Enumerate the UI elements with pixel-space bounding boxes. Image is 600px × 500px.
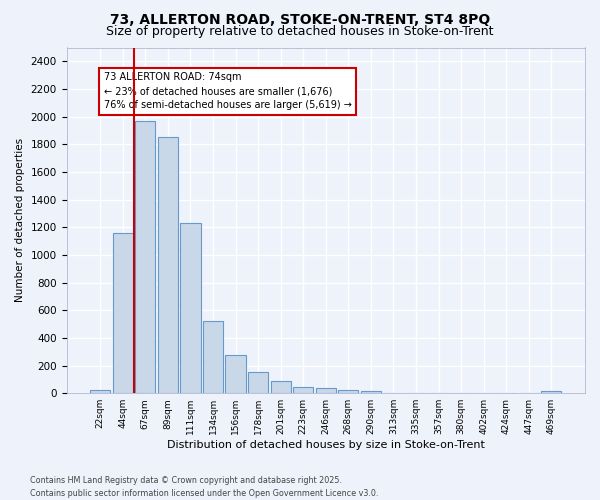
Text: 73, ALLERTON ROAD, STOKE-ON-TRENT, ST4 8PQ: 73, ALLERTON ROAD, STOKE-ON-TRENT, ST4 8… [110, 12, 490, 26]
Bar [226, 355, 246, 393]
Bar [271, 381, 291, 393]
Bar [541, 391, 562, 393]
Bar [181, 223, 200, 393]
Bar [361, 391, 381, 393]
Y-axis label: Number of detached properties: Number of detached properties [15, 138, 25, 302]
Bar [406, 392, 426, 393]
Bar [135, 121, 155, 393]
Text: Contains HM Land Registry data © Crown copyright and database right 2025.
Contai: Contains HM Land Registry data © Crown c… [30, 476, 379, 498]
Bar [158, 138, 178, 393]
Text: Size of property relative to detached houses in Stoke-on-Trent: Size of property relative to detached ho… [106, 25, 494, 38]
Text: 73 ALLERTON ROAD: 74sqm
← 23% of detached houses are smaller (1,676)
76% of semi: 73 ALLERTON ROAD: 74sqm ← 23% of detache… [104, 72, 352, 110]
Bar [338, 390, 358, 393]
Bar [203, 322, 223, 393]
Bar [113, 233, 133, 393]
Bar [248, 372, 268, 393]
X-axis label: Distribution of detached houses by size in Stoke-on-Trent: Distribution of detached houses by size … [167, 440, 485, 450]
Bar [383, 392, 404, 393]
Bar [316, 388, 336, 393]
Bar [293, 387, 313, 393]
Bar [90, 390, 110, 393]
